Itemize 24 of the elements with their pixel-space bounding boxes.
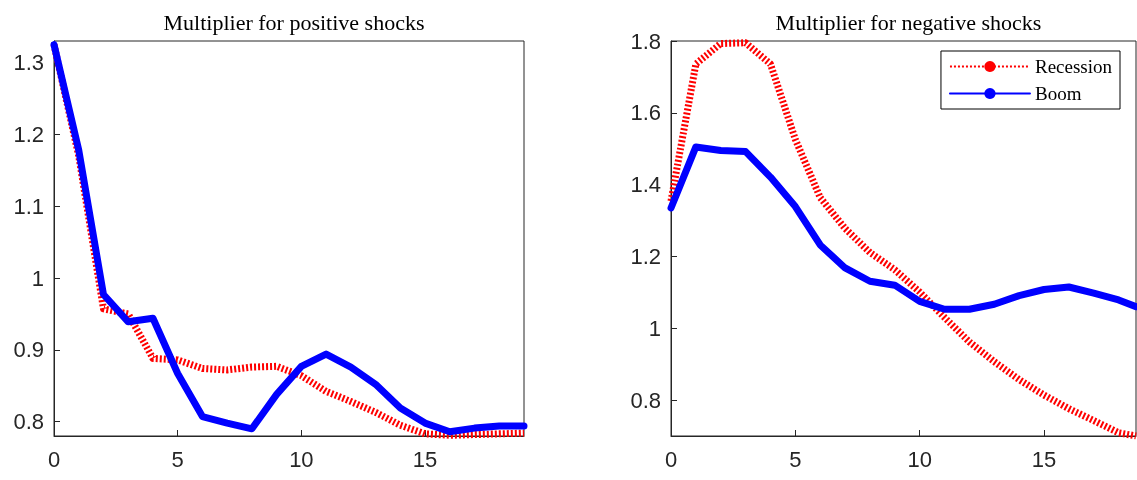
chart-title: Multiplier for negative shocks [775, 9, 1042, 35]
x-tick-label: 15 [412, 446, 438, 472]
x-tick-label: 0 [664, 446, 678, 472]
y-tick-label: 1 [31, 265, 44, 291]
chart-title: Multiplier for positive shocks [163, 9, 425, 35]
y-tick-label: 1.4 [630, 172, 661, 198]
y-tick-label: 1 [648, 315, 661, 341]
y-tick-label: 0.9 [13, 337, 44, 363]
x-tick-label: 0 [47, 446, 61, 472]
y-tick-label: 1.3 [13, 50, 44, 76]
x-tick-label: 5 [789, 446, 802, 472]
y-tick-label: 0.8 [630, 387, 661, 413]
y-tick-label: 1.2 [630, 243, 661, 269]
y-tick-label: 1.1 [13, 193, 44, 219]
legend-label: Boom [1034, 83, 1082, 104]
x-tick-label: 10 [289, 446, 314, 472]
x-tick-label: 5 [171, 446, 184, 472]
legend-label: Recession [1034, 56, 1113, 77]
y-tick-label: 1.6 [630, 100, 661, 126]
x-tick-label: 10 [907, 446, 932, 472]
y-tick-label: 0.8 [13, 409, 44, 435]
x-tick-label: 15 [1031, 446, 1057, 472]
y-tick-label: 1.8 [630, 28, 661, 54]
y-tick-label: 1.2 [13, 121, 44, 147]
